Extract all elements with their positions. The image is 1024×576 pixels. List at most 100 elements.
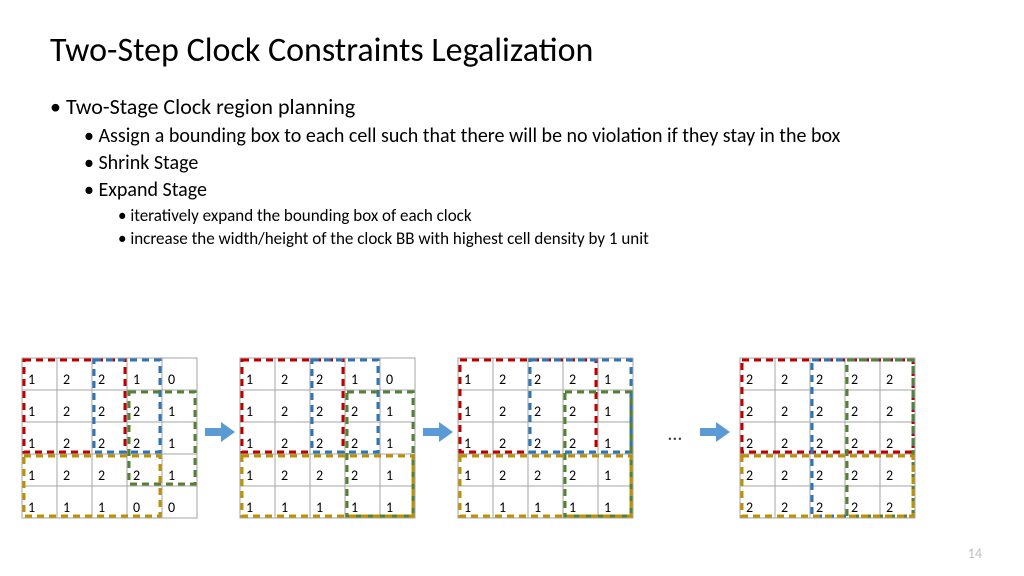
- cell-value: 1: [604, 499, 611, 516]
- bullet-l2a: Assign a bounding box to each cell such …: [84, 124, 974, 149]
- cell-value: 0: [133, 499, 140, 516]
- cell-value: 2: [351, 403, 358, 420]
- cell-value: 2: [781, 467, 788, 484]
- cell-value: 2: [281, 371, 288, 388]
- cell-value: 2: [133, 467, 140, 484]
- cell-value: 1: [246, 435, 253, 452]
- cell-value: 2: [316, 403, 323, 420]
- bounding-box: [242, 360, 343, 452]
- page-number: 14: [968, 545, 982, 562]
- cell-value: 1: [604, 435, 611, 452]
- cell-value: 2: [281, 467, 288, 484]
- cell-value: 2: [63, 371, 70, 388]
- cell-value: 1: [569, 499, 576, 516]
- cell-value: 2: [499, 403, 506, 420]
- bullet-l3b: increase the width/height of the clock B…: [118, 228, 974, 249]
- cell-value: 2: [499, 435, 506, 452]
- cell-value: 1: [246, 371, 253, 388]
- cell-value: 2: [499, 371, 506, 388]
- cell-value: 1: [246, 403, 253, 420]
- cell-value: 1: [386, 403, 393, 420]
- cell-value: 2: [499, 467, 506, 484]
- cell-value: 1: [604, 403, 611, 420]
- cell-value: 2: [281, 403, 288, 420]
- cell-value: 2: [63, 467, 70, 484]
- cell-value: 1: [464, 467, 471, 484]
- cell-value: 1: [246, 499, 253, 516]
- cell-value: 2: [886, 403, 893, 420]
- cell-value: 1: [281, 499, 288, 516]
- cell-value: 2: [351, 467, 358, 484]
- cell-value: 0: [168, 371, 175, 388]
- cell-value: 2: [281, 435, 288, 452]
- cell-value: 2: [781, 403, 788, 420]
- bounding-box: [24, 360, 125, 452]
- cell-value: 1: [386, 499, 393, 516]
- cell-value: 1: [168, 467, 175, 484]
- cell-value: 2: [746, 371, 753, 388]
- bounding-box: [812, 360, 913, 516]
- cell-value: 0: [168, 499, 175, 516]
- cell-value: 2: [746, 499, 753, 516]
- cell-value: 2: [886, 435, 893, 452]
- cell-value: 2: [569, 435, 576, 452]
- cell-value: 2: [63, 435, 70, 452]
- cell-value: 2: [781, 371, 788, 388]
- cell-value: 1: [28, 499, 35, 516]
- cell-value: 2: [98, 403, 105, 420]
- bullet-l2b: Shrink Stage: [84, 151, 974, 176]
- cell-value: 1: [464, 499, 471, 516]
- cell-value: 2: [886, 371, 893, 388]
- cell-value: 2: [886, 467, 893, 484]
- cell-value: 1: [464, 371, 471, 388]
- cell-value: 2: [886, 499, 893, 516]
- cell-value: 2: [851, 499, 858, 516]
- cell-value: 2: [816, 435, 823, 452]
- cell-value: 2: [816, 403, 823, 420]
- cell-value: 1: [28, 371, 35, 388]
- cell-value: 2: [746, 403, 753, 420]
- diagram-canvas: 1 2 2 1 0 1 2 2 2 1 1 2 2 2 1 1 2 2 2 1 1 1 1 0 0 1 2 2 1 0 1 2 2 2 1 1 2 2 2 1…: [0, 350, 1024, 560]
- cell-value: 1: [534, 499, 541, 516]
- cell-value: 2: [534, 467, 541, 484]
- cell-value: 1: [28, 467, 35, 484]
- cell-value: 2: [746, 467, 753, 484]
- cell-value: 2: [851, 435, 858, 452]
- cell-value: 2: [534, 403, 541, 420]
- cell-value: 1: [316, 499, 323, 516]
- cell-value: 2: [781, 435, 788, 452]
- cell-value: 2: [133, 435, 140, 452]
- cell-value: 1: [464, 435, 471, 452]
- cell-value: 2: [851, 403, 858, 420]
- cell-value: 1: [351, 499, 358, 516]
- cell-value: 1: [351, 371, 358, 388]
- cell-value: 2: [569, 371, 576, 388]
- arrow-icon: [700, 422, 730, 442]
- cell-value: 1: [604, 371, 611, 388]
- arrow-icon: [423, 422, 453, 442]
- cell-value: 2: [569, 403, 576, 420]
- cell-value: 1: [246, 467, 253, 484]
- cell-value: 1: [98, 499, 105, 516]
- bounding-box: [530, 360, 631, 452]
- cell-value: 2: [98, 467, 105, 484]
- cell-value: 0: [386, 371, 393, 388]
- cell-value: 2: [781, 499, 788, 516]
- cell-value: 1: [386, 435, 393, 452]
- bullet-l1: Two-Stage Clock region planning: [50, 93, 974, 120]
- cell-value: 1: [604, 467, 611, 484]
- cell-value: 1: [133, 371, 140, 388]
- cell-value: 2: [98, 435, 105, 452]
- cell-value: 2: [851, 467, 858, 484]
- cell-value: 1: [168, 435, 175, 452]
- cell-value: 2: [534, 435, 541, 452]
- arrow-icon: [205, 422, 235, 442]
- bullet-l3a: iteratively expand the bounding box of e…: [118, 205, 974, 226]
- cell-value: 1: [499, 499, 506, 516]
- cell-value: 1: [63, 499, 70, 516]
- cell-value: 2: [316, 371, 323, 388]
- cell-value: 2: [851, 371, 858, 388]
- cell-value: 2: [316, 467, 323, 484]
- cell-value: 1: [28, 403, 35, 420]
- ellipsis: …: [668, 422, 682, 446]
